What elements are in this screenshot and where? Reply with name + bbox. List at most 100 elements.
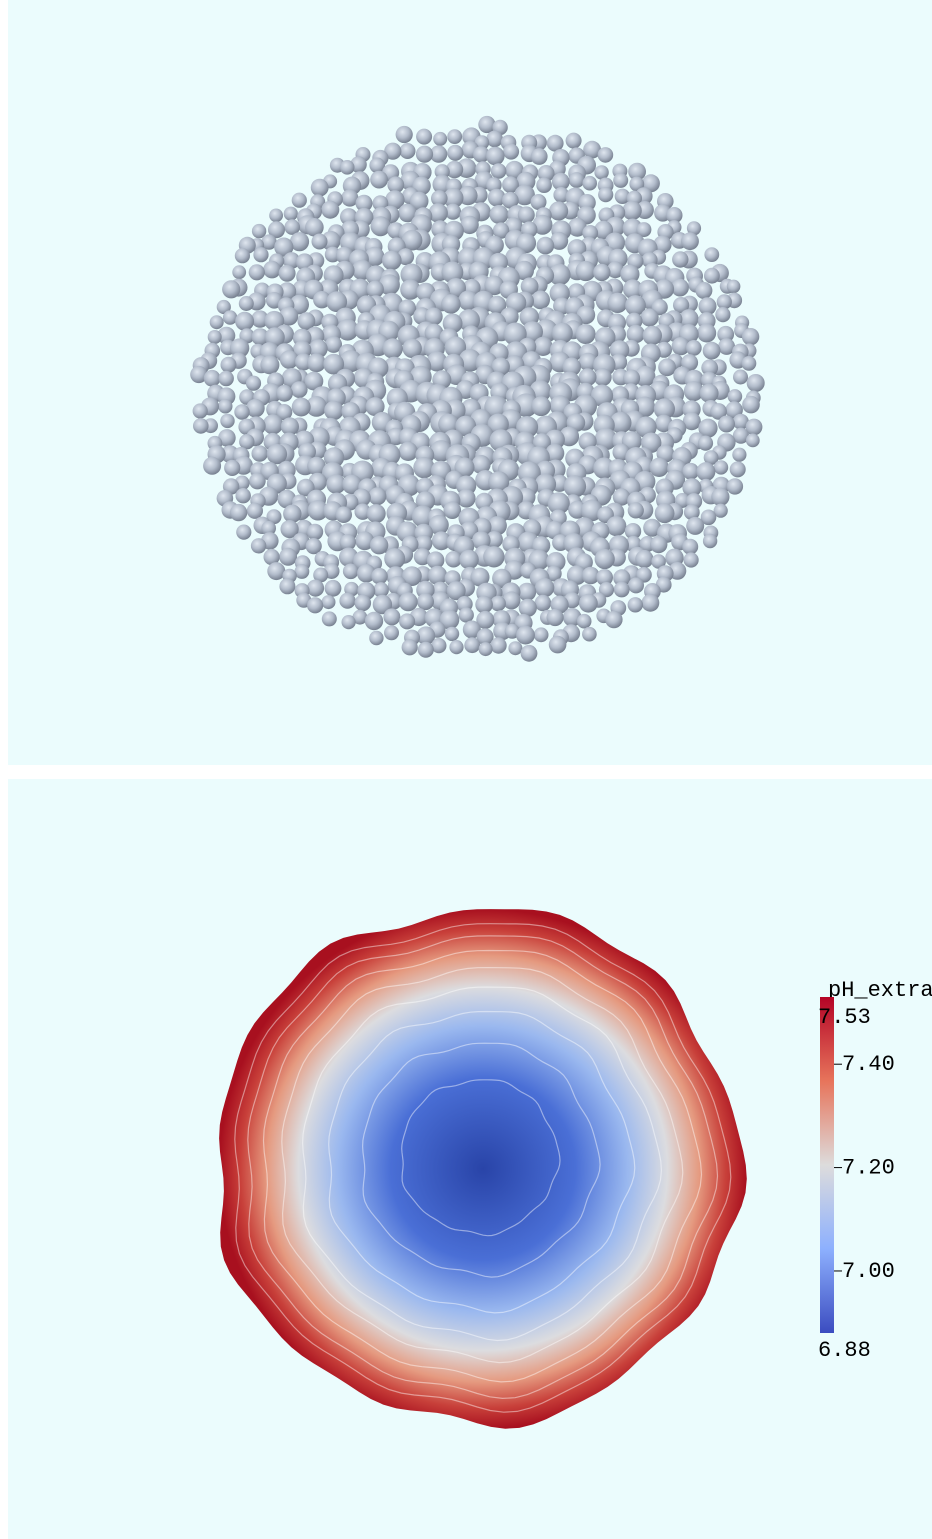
sphere	[321, 201, 339, 219]
sphere	[503, 144, 519, 160]
sphere	[370, 536, 388, 554]
sphere	[249, 264, 265, 280]
sphere	[686, 517, 704, 535]
sphere	[464, 637, 480, 653]
sphere	[569, 172, 585, 188]
sphere	[703, 534, 717, 548]
sphere	[606, 516, 626, 536]
sphere	[576, 324, 596, 344]
sphere	[365, 612, 383, 630]
sphere	[715, 307, 730, 322]
sphere	[307, 597, 323, 613]
sphere	[486, 147, 505, 166]
sphere	[700, 384, 719, 403]
sphere	[576, 261, 596, 281]
colorbar-scale	[820, 997, 834, 1333]
sphere	[594, 368, 612, 386]
colorbar-tick-label: 7.00	[842, 1259, 895, 1284]
sphere	[263, 414, 283, 434]
sphere	[698, 436, 713, 451]
sphere	[399, 592, 418, 611]
sphere	[593, 264, 610, 281]
sphere	[269, 209, 283, 223]
sphere	[355, 595, 372, 612]
sphere	[490, 205, 509, 224]
sphere	[253, 247, 268, 262]
sphere	[370, 171, 388, 189]
sphere	[490, 637, 506, 653]
sphere	[236, 525, 251, 540]
sphere	[686, 340, 702, 356]
sphere	[307, 580, 324, 597]
sphere	[208, 330, 222, 344]
sphere	[714, 460, 728, 474]
sphere	[549, 201, 568, 220]
sphere	[718, 416, 735, 433]
sphere	[628, 577, 644, 593]
sphere	[635, 550, 653, 568]
sphere	[383, 608, 400, 625]
sphere	[322, 595, 336, 609]
sphere	[742, 396, 760, 414]
sphere	[220, 414, 234, 428]
sphere	[483, 546, 504, 567]
sphere	[340, 160, 355, 175]
sphere	[307, 353, 326, 372]
sphere	[325, 580, 342, 597]
sphere	[384, 625, 399, 640]
sphere	[598, 187, 613, 202]
sphere	[311, 179, 329, 197]
sphere	[747, 374, 765, 392]
sphere	[279, 578, 295, 594]
sphere	[478, 116, 495, 133]
colorbar-tick-label: 7.40	[842, 1052, 895, 1077]
sphere	[230, 504, 247, 521]
sphere	[291, 381, 308, 398]
colorbar-max-label: 7.53	[818, 1005, 871, 1030]
sphere	[371, 216, 391, 236]
sphere	[223, 310, 237, 324]
sphere	[727, 280, 741, 294]
sphere	[232, 265, 246, 279]
sphere	[549, 636, 567, 654]
sphere	[479, 642, 493, 656]
sphere	[641, 308, 659, 326]
sphere	[283, 505, 301, 523]
sphere	[368, 487, 386, 505]
sphere	[531, 396, 551, 416]
sphere	[416, 129, 432, 145]
sphere	[247, 503, 263, 519]
sphere	[445, 627, 459, 641]
sphere	[742, 356, 757, 371]
sphere	[400, 143, 416, 159]
sphere	[221, 357, 237, 373]
sphere	[239, 296, 254, 311]
sphere	[535, 578, 554, 597]
sphere	[246, 376, 261, 391]
sphere	[711, 488, 729, 506]
sphere	[531, 148, 548, 165]
sphere	[204, 370, 221, 387]
sphere	[279, 548, 297, 566]
sphere	[695, 282, 712, 299]
sphere	[235, 248, 250, 263]
sphere	[193, 403, 208, 418]
sphere	[249, 473, 266, 490]
sphere	[642, 594, 660, 612]
sphere	[433, 132, 447, 146]
sphere	[643, 326, 662, 345]
sphere	[416, 146, 433, 163]
sphere	[335, 506, 352, 523]
sphere	[518, 583, 536, 601]
sphere	[598, 147, 614, 163]
sphere	[441, 294, 460, 313]
sphere	[236, 488, 251, 503]
sphere	[508, 641, 522, 655]
sphere	[371, 568, 388, 585]
sphere	[292, 398, 311, 417]
sphere	[742, 328, 759, 345]
sphere	[276, 385, 293, 402]
sphere	[672, 251, 688, 267]
sphere	[447, 145, 463, 161]
sphere	[307, 524, 323, 540]
